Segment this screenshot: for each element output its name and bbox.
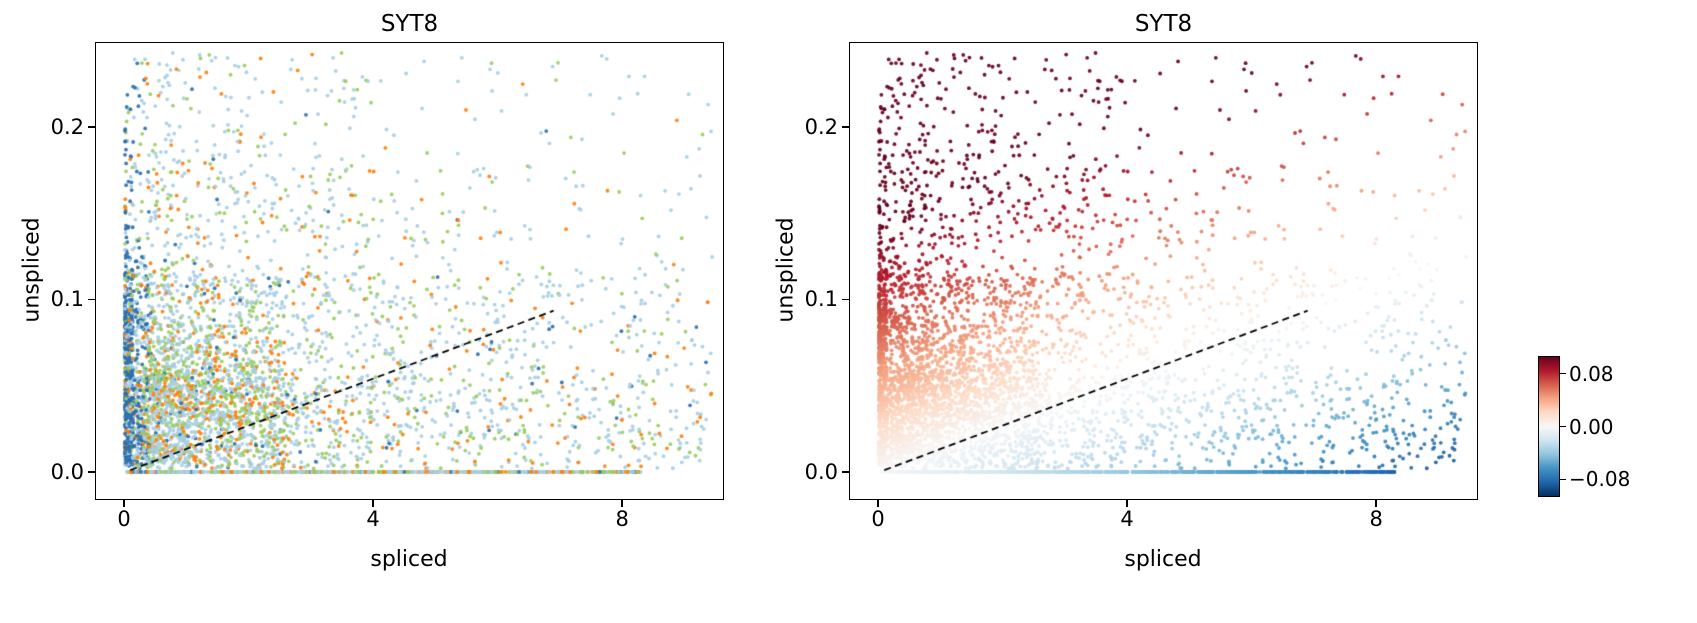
right-scatter-canvas	[850, 43, 1477, 499]
tick-mark	[372, 499, 374, 507]
x-tick-label: 4	[366, 507, 380, 531]
tick-mark	[123, 499, 125, 507]
right-plot-axes	[849, 42, 1478, 500]
left-x-axis-label: spliced	[370, 547, 448, 572]
left-y-axis-label: unspliced	[19, 217, 45, 323]
tick-mark	[842, 298, 850, 301]
y-tick-label: 0.1	[804, 287, 838, 312]
tick-mark	[1560, 478, 1566, 481]
tick-mark	[877, 499, 879, 507]
left-plot-axes	[95, 42, 724, 500]
tick-mark	[88, 471, 96, 473]
left-scatter-canvas	[96, 43, 723, 499]
right-x-axis-label: spliced	[1124, 547, 1202, 572]
right-y-axis-label: unspliced	[773, 217, 799, 323]
colorbar-tick-label: −0.08	[1569, 467, 1631, 492]
tick-mark	[842, 126, 850, 128]
tick-mark	[88, 126, 96, 128]
y-tick-label: 0.0	[50, 459, 84, 484]
y-tick-label: 0.2	[804, 114, 838, 139]
y-tick-label: 0.0	[804, 459, 838, 484]
y-tick-label: 0.2	[50, 114, 84, 139]
x-tick-label: 4	[1120, 507, 1134, 531]
x-tick-label: 8	[1369, 507, 1383, 531]
tick-mark	[1560, 372, 1566, 375]
tick-mark	[1375, 499, 1377, 507]
colorbar-tick-label: 0.00	[1569, 414, 1614, 439]
tick-mark	[88, 298, 96, 301]
x-tick-label: 0	[871, 507, 885, 531]
colorbar-tick-label: 0.08	[1569, 361, 1614, 386]
velocity-colorbar	[1538, 356, 1560, 497]
right-plot-title: SYT8	[1134, 11, 1193, 37]
x-tick-label: 8	[615, 507, 629, 531]
tick-mark	[1560, 425, 1566, 428]
tick-mark	[1126, 499, 1128, 507]
left-plot-title: SYT8	[380, 11, 439, 37]
x-tick-label: 0	[117, 507, 131, 531]
y-tick-label: 0.1	[50, 287, 84, 312]
tick-mark	[621, 499, 623, 507]
tick-mark	[842, 471, 850, 473]
